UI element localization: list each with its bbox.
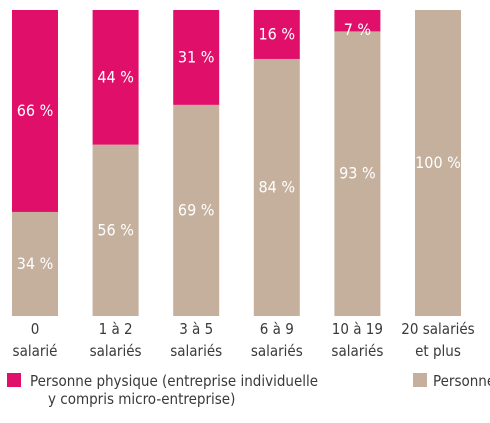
x-tick-label: 20 salariés et plus: [401, 320, 474, 360]
x-tick-label: 1 à 2 salariés: [90, 320, 142, 360]
legend-label: Personne morale (s: [433, 372, 490, 390]
bar-segment: [415, 10, 461, 316]
value-label: 69 %: [178, 200, 215, 219]
bar-segment: [12, 211, 58, 316]
bar-segment: [253, 58, 300, 317]
value-label: 66 %: [17, 100, 54, 119]
value-label: 93 %: [339, 163, 376, 182]
bar-segment: [334, 31, 381, 316]
bar-segment: [92, 144, 139, 316]
bar-segment: [12, 10, 58, 212]
x-tick-label: 6 à 9 salariés: [251, 320, 303, 360]
bar-segment: [173, 104, 220, 316]
bar-segment: [92, 10, 139, 145]
legend-swatch: [7, 373, 21, 387]
value-label: 31 %: [178, 47, 215, 66]
legend-swatch: [413, 373, 427, 387]
x-tick-label: 3 à 5 salariés: [170, 320, 222, 360]
bar-segment: [253, 10, 300, 59]
value-label: 16 %: [259, 24, 296, 43]
value-label: 84 %: [259, 177, 296, 196]
value-label: 56 %: [97, 220, 134, 239]
value-label: 34 %: [17, 253, 54, 272]
value-label: 44 %: [97, 67, 134, 86]
x-tick-label: 10 à 19 salariés: [331, 320, 383, 360]
bar-segment: [173, 10, 220, 105]
x-tick-label: 0 salarié: [13, 320, 58, 360]
bar-segment: [334, 10, 381, 32]
value-label: 100 %: [415, 153, 461, 172]
legend-label: Personne physique (entreprise individuel…: [30, 372, 318, 408]
value-label: 7 %: [344, 20, 371, 39]
